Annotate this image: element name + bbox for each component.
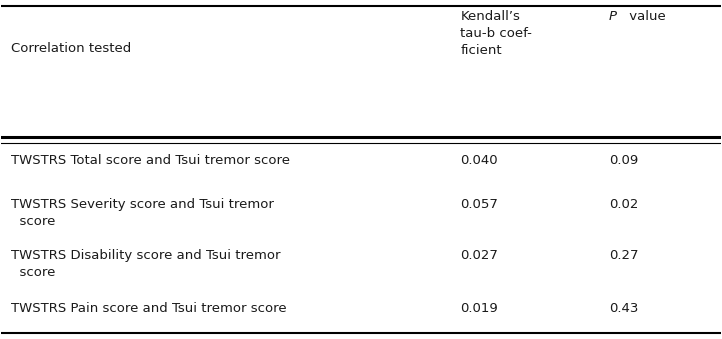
Text: TWSTRS Total score and Tsui tremor score: TWSTRS Total score and Tsui tremor score <box>11 154 290 167</box>
Text: TWSTRS Pain score and Tsui tremor score: TWSTRS Pain score and Tsui tremor score <box>11 302 287 315</box>
Text: 0.02: 0.02 <box>609 198 638 211</box>
Text: 0.040: 0.040 <box>460 154 498 167</box>
Text: Kendall’s
tau-b coef-
ficient: Kendall’s tau-b coef- ficient <box>460 10 532 57</box>
Text: 0.057: 0.057 <box>460 198 498 211</box>
Text: P: P <box>609 10 617 23</box>
Text: 0.27: 0.27 <box>609 248 639 261</box>
Text: value: value <box>625 10 666 23</box>
Text: 0.43: 0.43 <box>609 302 638 315</box>
Text: 0.027: 0.027 <box>460 248 498 261</box>
Text: 0.09: 0.09 <box>609 154 638 167</box>
Text: TWSTRS Severity score and Tsui tremor
  score: TWSTRS Severity score and Tsui tremor sc… <box>11 198 274 228</box>
Text: Correlation tested: Correlation tested <box>11 42 131 55</box>
Text: 0.019: 0.019 <box>460 302 498 315</box>
Text: TWSTRS Disability score and Tsui tremor
  score: TWSTRS Disability score and Tsui tremor … <box>11 248 280 279</box>
